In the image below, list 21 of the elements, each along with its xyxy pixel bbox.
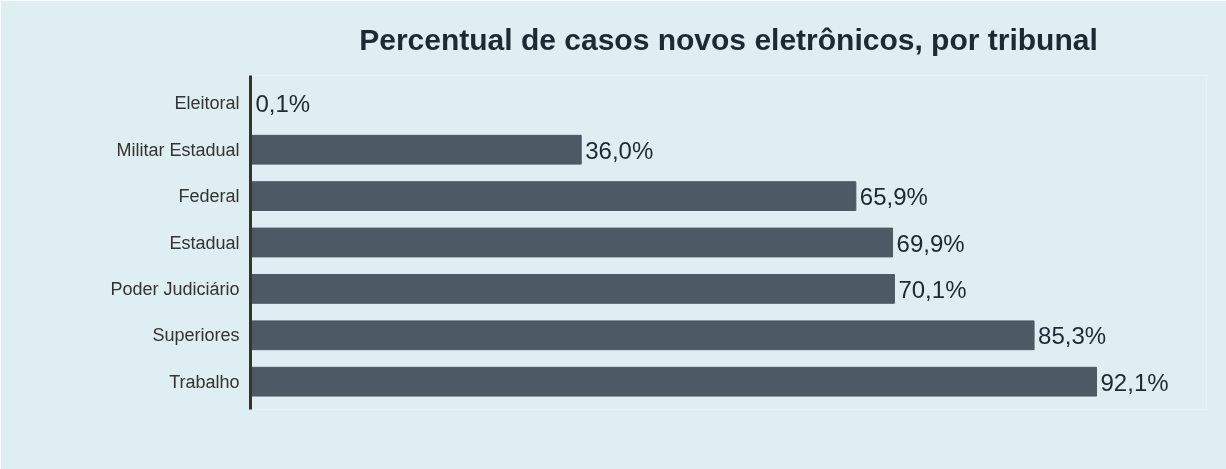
- bar: [250, 227, 894, 258]
- data-label: 36,0%: [585, 136, 654, 164]
- y-tick-label: Superiores: [152, 325, 240, 346]
- y-tick-label: Poder Judiciário: [110, 278, 240, 299]
- y-tick-label: Federal: [178, 186, 240, 207]
- y-tick-label: Trabalho: [169, 371, 240, 392]
- data-label: 69,9%: [896, 229, 965, 257]
- bar: [250, 274, 895, 304]
- y-tick-label: Eleitoral: [174, 93, 240, 114]
- data-label: 65,9%: [859, 183, 928, 211]
- chart-title: Percentual de casos novos eletrônicos, por tribunal: [359, 22, 1098, 56]
- data-label: 92,1%: [1100, 368, 1169, 396]
- y-tick-label: Estadual: [169, 232, 240, 253]
- bar: [250, 320, 1035, 351]
- data-label: 70,1%: [898, 275, 967, 303]
- data-label: 0,1%: [255, 90, 311, 118]
- data-label: 85,3%: [1038, 322, 1107, 350]
- y-tick-label: Militar Estadual: [116, 139, 240, 160]
- bar: [250, 181, 857, 211]
- bar: [250, 366, 1098, 397]
- bar: [250, 134, 582, 165]
